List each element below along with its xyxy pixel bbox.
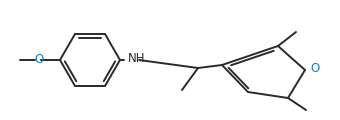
Text: O: O: [310, 63, 319, 75]
Text: O: O: [34, 54, 44, 66]
Text: NH: NH: [128, 53, 146, 66]
